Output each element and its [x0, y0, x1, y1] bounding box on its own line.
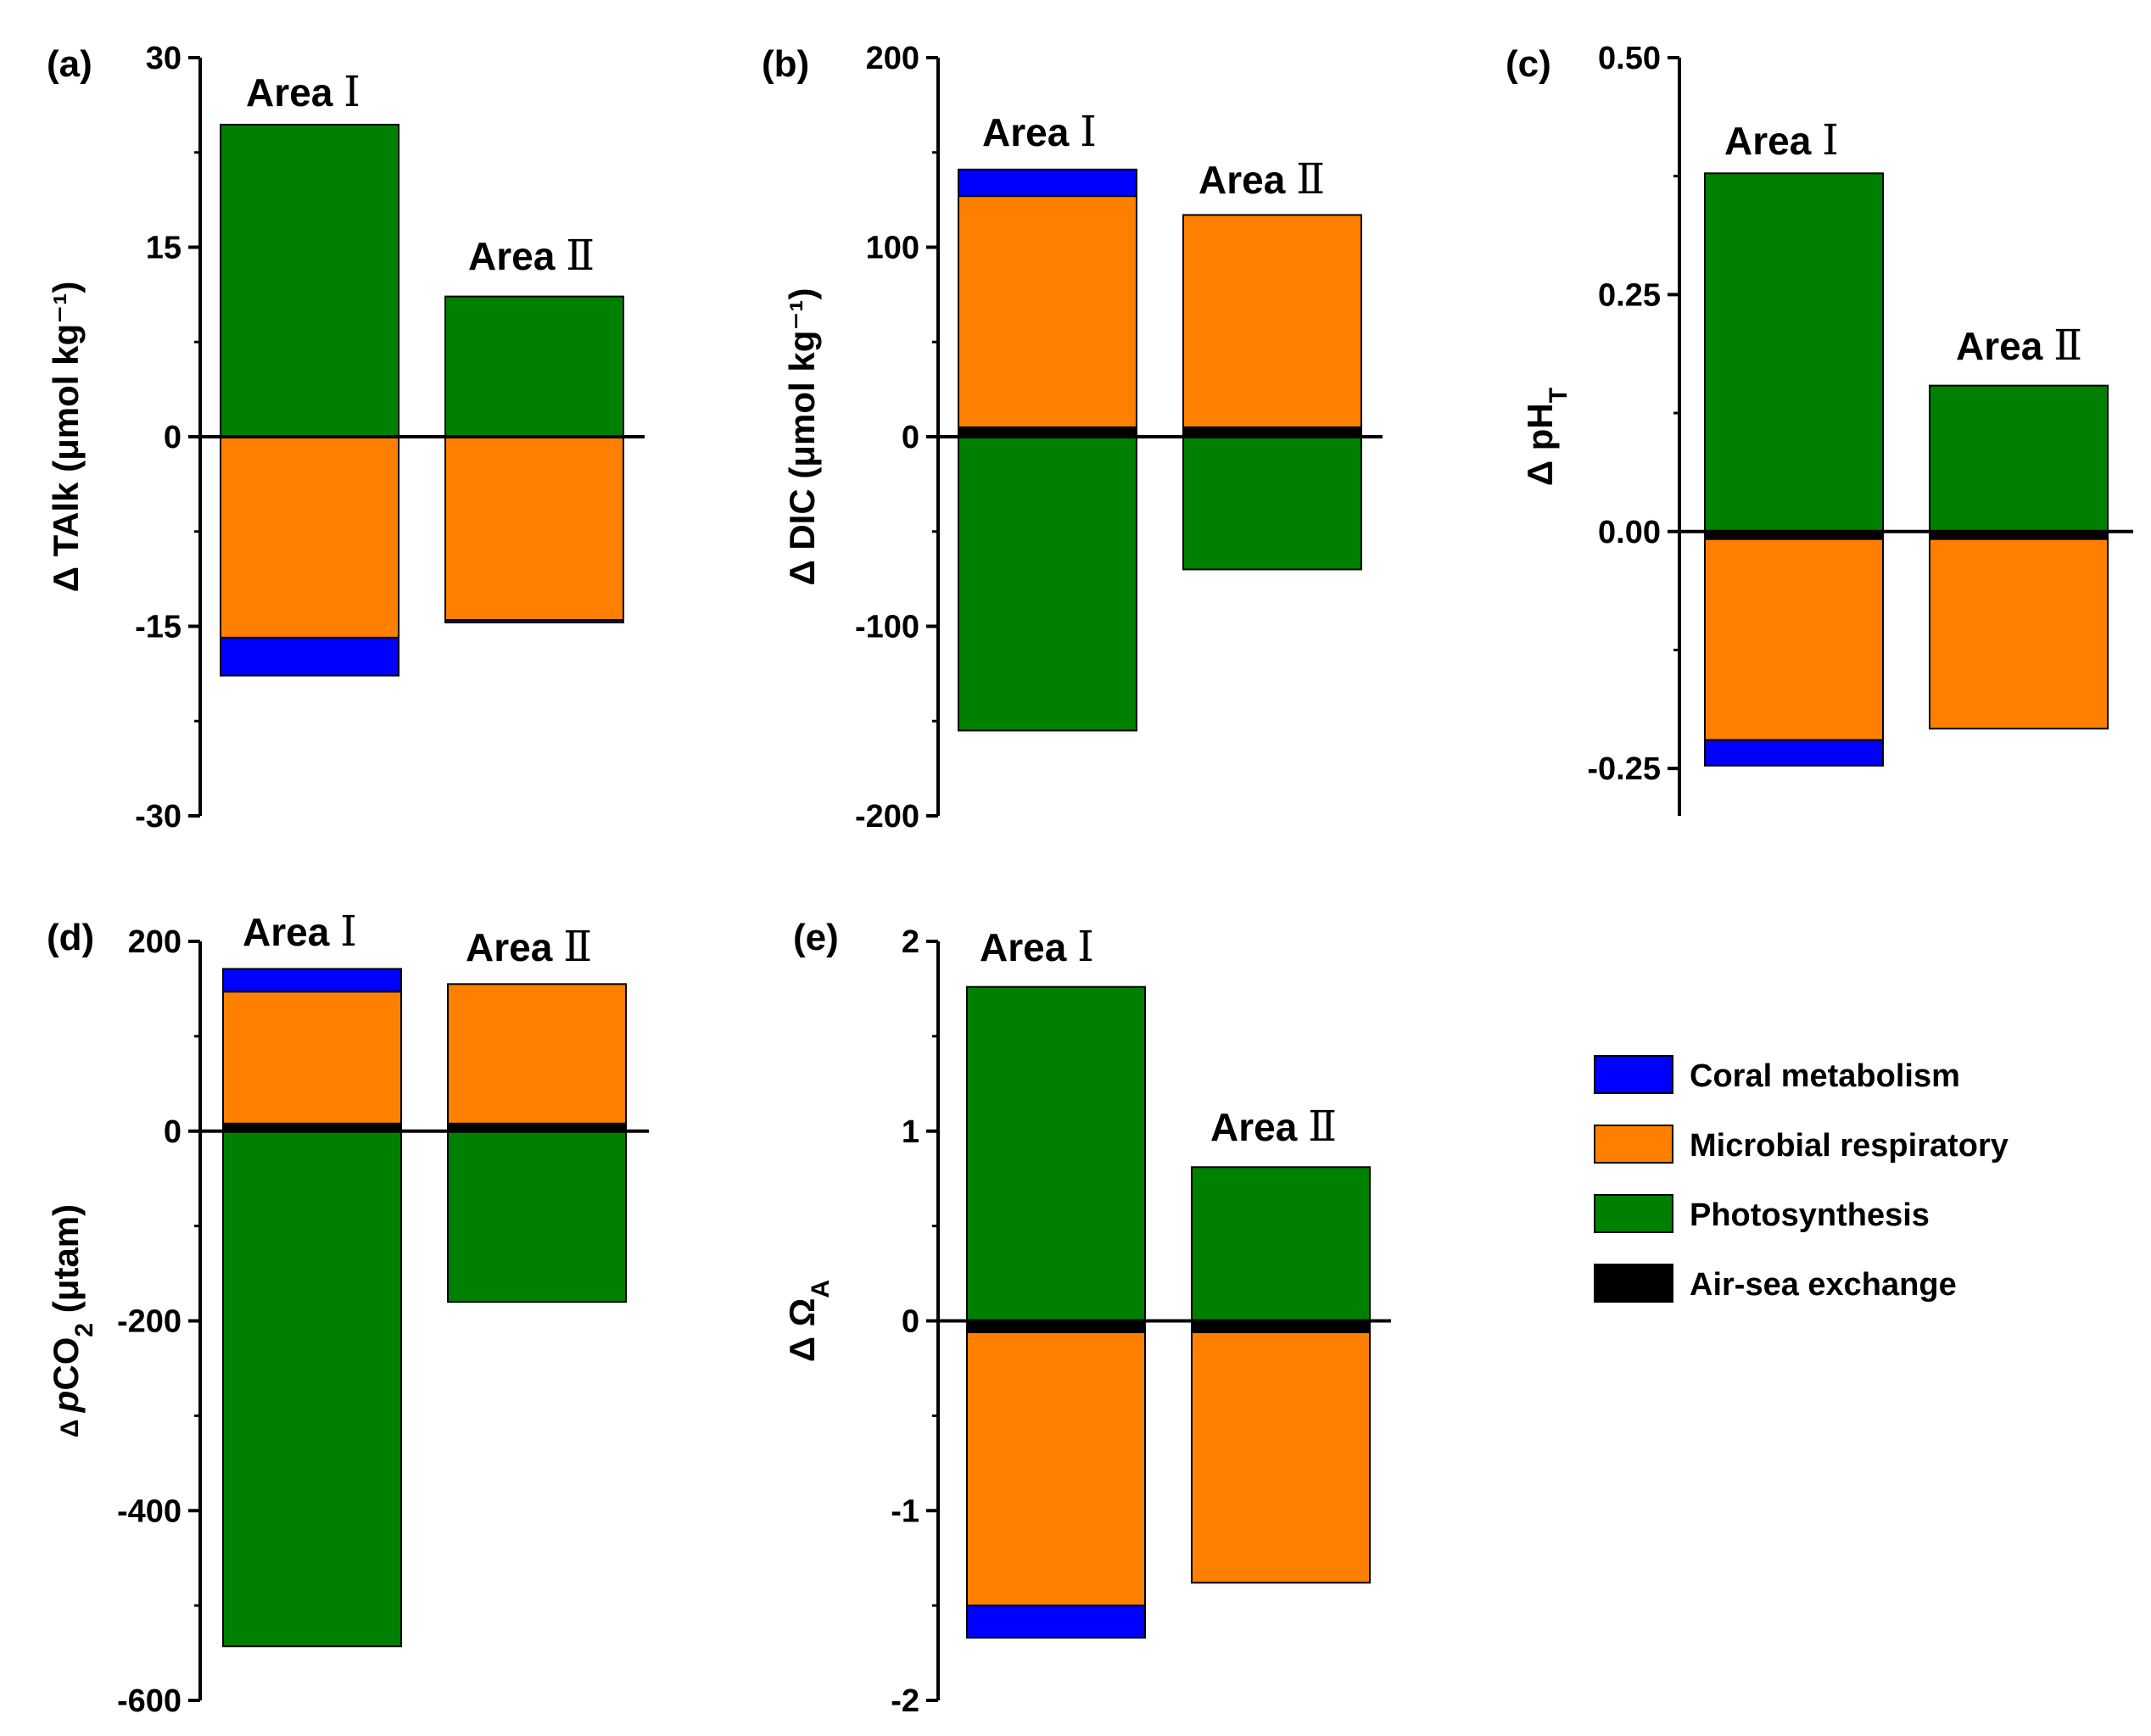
y-axis-title-d: Δ pCO2 (μtam) — [46, 1204, 98, 1437]
bar-e-air-sea-exchange-area-1 — [966, 1320, 1146, 1333]
bar-label-e-area-2: Area Ⅱ — [1210, 1102, 1337, 1150]
tick-label-b: 200 — [866, 41, 919, 76]
y-axis-title-b: Δ DIC (μmol kg⁻¹) — [782, 287, 822, 585]
bar-label-b-area-2: Area Ⅱ — [1198, 155, 1325, 203]
tick-label-b: -200 — [855, 799, 919, 835]
bar-e-microbial-respiratory-area-2 — [1191, 1331, 1371, 1584]
tick-label-e: 2 — [902, 924, 919, 960]
tick-label-b: -100 — [855, 610, 919, 645]
bar-label-c-area-1: Area Ⅰ — [1724, 116, 1839, 164]
bar-e-photosynthesis-area-2 — [1191, 1166, 1371, 1322]
legend-swatch-photosynthesis — [1594, 1194, 1673, 1233]
bar-label-d-area-1: Area Ⅰ — [243, 907, 357, 955]
panel-a: 30 15 0 -15 -30 (a) Δ TAlk (μmol kg⁻¹) Area Ⅰ Ar… — [46, 41, 645, 835]
bar-e-microbial-respiratory-area-1 — [966, 1331, 1146, 1607]
bar-label-d-area-2: Area Ⅱ — [466, 923, 592, 970]
tick-label-c: 0.25 — [1598, 277, 1661, 313]
bar-c-coral-metabolism-area-1 — [1704, 739, 1884, 767]
bar-label-a-area-2: Area Ⅱ — [468, 232, 595, 279]
bar-a-coral-metabolism-area-1 — [220, 636, 399, 677]
tick-label-c: 0.50 — [1598, 41, 1661, 76]
tick-label-d: -600 — [117, 1683, 182, 1719]
bar-a-photosynthesis-area-2 — [444, 295, 624, 438]
bar-label-b-area-1: Area Ⅰ — [982, 108, 1097, 155]
tick-label-a: -15 — [135, 610, 182, 645]
tick-label-e: 0 — [902, 1304, 919, 1340]
bar-c-photosynthesis-area-2 — [1929, 384, 2109, 533]
bar-e-air-sea-exchange-area-2 — [1191, 1320, 1371, 1333]
bar-d-photosynthesis-area-2 — [447, 1130, 627, 1303]
bar-a-microbial-respiratory-area-2 — [444, 436, 624, 622]
bar-e-photosynthesis-area-1 — [966, 985, 1146, 1322]
tick-label-d: 200 — [128, 924, 182, 960]
panel-c: 0.50 0.25 0.00 -0.25 (c) Δ pHT Area Ⅰ Area Ⅱ — [1506, 41, 2133, 816]
bar-d-coral-metabolism-area-1 — [222, 968, 402, 993]
bar-a-photosynthesis-area-1 — [220, 123, 399, 438]
bar-b-coral-metabolism-area-1 — [958, 168, 1137, 198]
tick-label-a: -30 — [135, 799, 182, 835]
panel-label-b: (b) — [762, 43, 809, 85]
legend-swatch-microbial — [1594, 1125, 1673, 1164]
legend-label-photosynthesis: Photosynthesis — [1690, 1197, 1930, 1233]
tick-label-a: 15 — [146, 231, 182, 266]
bar-b-photosynthesis-area-2 — [1182, 436, 1362, 571]
bar-d-microbial-respiratory-area-2 — [447, 983, 627, 1125]
bar-a-coral-metabolism-area-2 — [444, 619, 624, 624]
y-axis-title-a: Δ TAlk (μmol kg⁻¹) — [46, 282, 86, 593]
bar-e-coral-metabolism-area-1 — [966, 1605, 1146, 1639]
bar-d-photosynthesis-area-1 — [222, 1130, 402, 1648]
bar-label-a-area-1: Area Ⅰ — [246, 68, 360, 115]
panel-label-c: (c) — [1506, 43, 1551, 85]
bar-a-microbial-respiratory-area-1 — [220, 436, 399, 639]
tick-label-a: 0 — [164, 420, 182, 455]
legend: Coral metabolism Microbial respiratory Pho… — [1594, 1055, 2009, 1303]
tick-label-d: -400 — [117, 1493, 182, 1529]
bar-b-microbial-respiratory-area-2 — [1182, 214, 1362, 428]
tick-label-a: 30 — [146, 41, 182, 76]
bar-label-c-area-2: Area Ⅱ — [1956, 321, 2082, 369]
legend-label-microbial: Microbial respiratory — [1690, 1128, 2009, 1164]
bar-d-microbial-respiratory-area-1 — [222, 991, 402, 1125]
legend-label-coral: Coral metabolism — [1690, 1058, 1960, 1094]
tick-label-e: -2 — [891, 1683, 919, 1719]
tick-label-b: 100 — [866, 231, 919, 266]
bar-b-photosynthesis-area-1 — [958, 436, 1137, 732]
tick-label-d: 0 — [164, 1114, 182, 1150]
bar-c-photosynthesis-area-1 — [1704, 172, 1884, 533]
panel-label-e: (e) — [793, 917, 839, 958]
bar-c-microbial-respiratory-area-2 — [1929, 538, 2109, 730]
y-axis-title-c: Δ pHT — [1520, 388, 1573, 486]
y-axis-title-e: Δ ΩA — [782, 1280, 835, 1362]
legend-swatch-airsea — [1594, 1264, 1673, 1303]
panel-e: 2 1 0 -1 -2 (e) Δ ΩA Area Ⅰ Area Ⅱ — [782, 917, 1391, 1719]
tick-label-c: 0.00 — [1598, 515, 1661, 550]
tick-label-d: -200 — [117, 1304, 182, 1340]
panel-label-a: (a) — [47, 43, 92, 85]
bar-c-microbial-respiratory-area-1 — [1704, 538, 1884, 741]
panel-d: 200 0 -200 -400 -600 (d) Δ pCO2 (μtam) Area Ⅰ Ar… — [46, 907, 649, 1719]
tick-label-c: -0.25 — [1587, 751, 1661, 787]
tick-label-e: -1 — [891, 1493, 919, 1529]
tick-label-e: 1 — [902, 1114, 919, 1150]
bar-b-microbial-respiratory-area-1 — [958, 195, 1137, 428]
legend-swatch-coral — [1594, 1055, 1673, 1094]
legend-label-airsea: Air-sea exchange — [1690, 1267, 1957, 1303]
tick-label-b: 0 — [902, 420, 919, 455]
panel-label-d: (d) — [47, 917, 94, 958]
panel-b: 200 100 0 -100 -200 (b) Δ DIC (μmol kg⁻¹) Area … — [762, 41, 1383, 835]
bar-label-e-area-1: Area Ⅰ — [980, 923, 1094, 970]
